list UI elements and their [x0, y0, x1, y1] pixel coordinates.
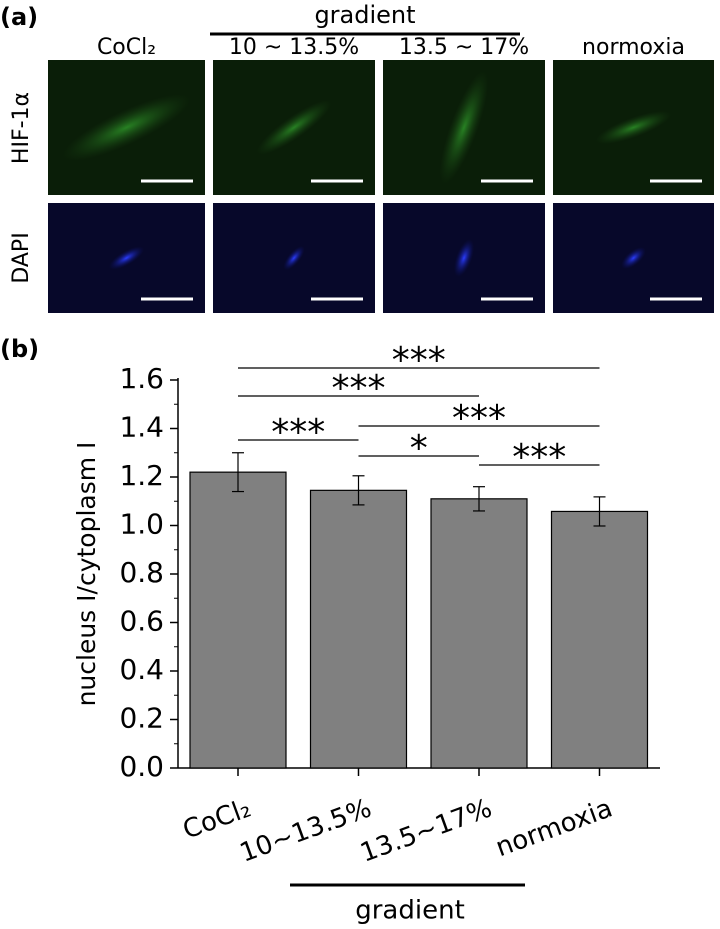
y-tick-label: 1.4 — [119, 411, 164, 444]
significance-label: *** — [392, 340, 446, 381]
cell — [439, 70, 489, 185]
cell — [108, 246, 145, 270]
row-label: DAPI — [9, 232, 34, 283]
cell — [621, 246, 646, 270]
significance-label: *** — [332, 368, 386, 409]
significance-label: *** — [452, 398, 506, 439]
significance-label: *** — [512, 437, 566, 478]
x-tick-label: normoxia — [492, 793, 617, 863]
column-label: 13.5 ~ 17% — [399, 35, 529, 60]
y-tick-label: 1.6 — [119, 362, 164, 395]
y-axis-label: nucleus I/cytoplasm I — [72, 442, 101, 707]
cell — [256, 100, 332, 155]
bar — [309, 489, 408, 769]
row-label: HIF-1α — [9, 92, 34, 164]
column-label: 10 ~ 13.5% — [229, 35, 359, 60]
significance-label: *** — [271, 412, 325, 453]
panel-label: (b) — [0, 335, 39, 363]
bar — [430, 498, 528, 769]
group-label: gradient — [314, 1, 415, 29]
x-tick-label: 10~13.5% — [236, 793, 375, 868]
group-label: gradient — [355, 896, 465, 926]
y-tick-label: 0.0 — [119, 750, 164, 783]
cell — [453, 239, 475, 277]
y-tick-label: 0.8 — [119, 556, 164, 589]
y-tick-label: 1.2 — [119, 459, 164, 492]
micrographs — [48, 60, 714, 313]
y-tick-label: 0.4 — [119, 653, 164, 686]
column-label: CoCl₂ — [97, 35, 156, 60]
cell — [283, 245, 305, 271]
bar — [189, 471, 287, 769]
bar — [550, 510, 649, 769]
y-tick-label: 1.0 — [119, 508, 164, 541]
significance-label: * — [410, 428, 428, 469]
cell — [595, 110, 672, 145]
cell — [62, 94, 191, 161]
y-tick-label: 0.2 — [119, 702, 164, 735]
plot: 0.00.20.40.60.81.01.21.41.6CoCl₂10~13.5%… — [119, 340, 660, 869]
panel-label: (a) — [0, 3, 38, 31]
y-tick-label: 0.6 — [119, 605, 164, 638]
x-tick-label: 13.5~17% — [357, 793, 496, 868]
column-label: normoxia — [582, 35, 685, 60]
